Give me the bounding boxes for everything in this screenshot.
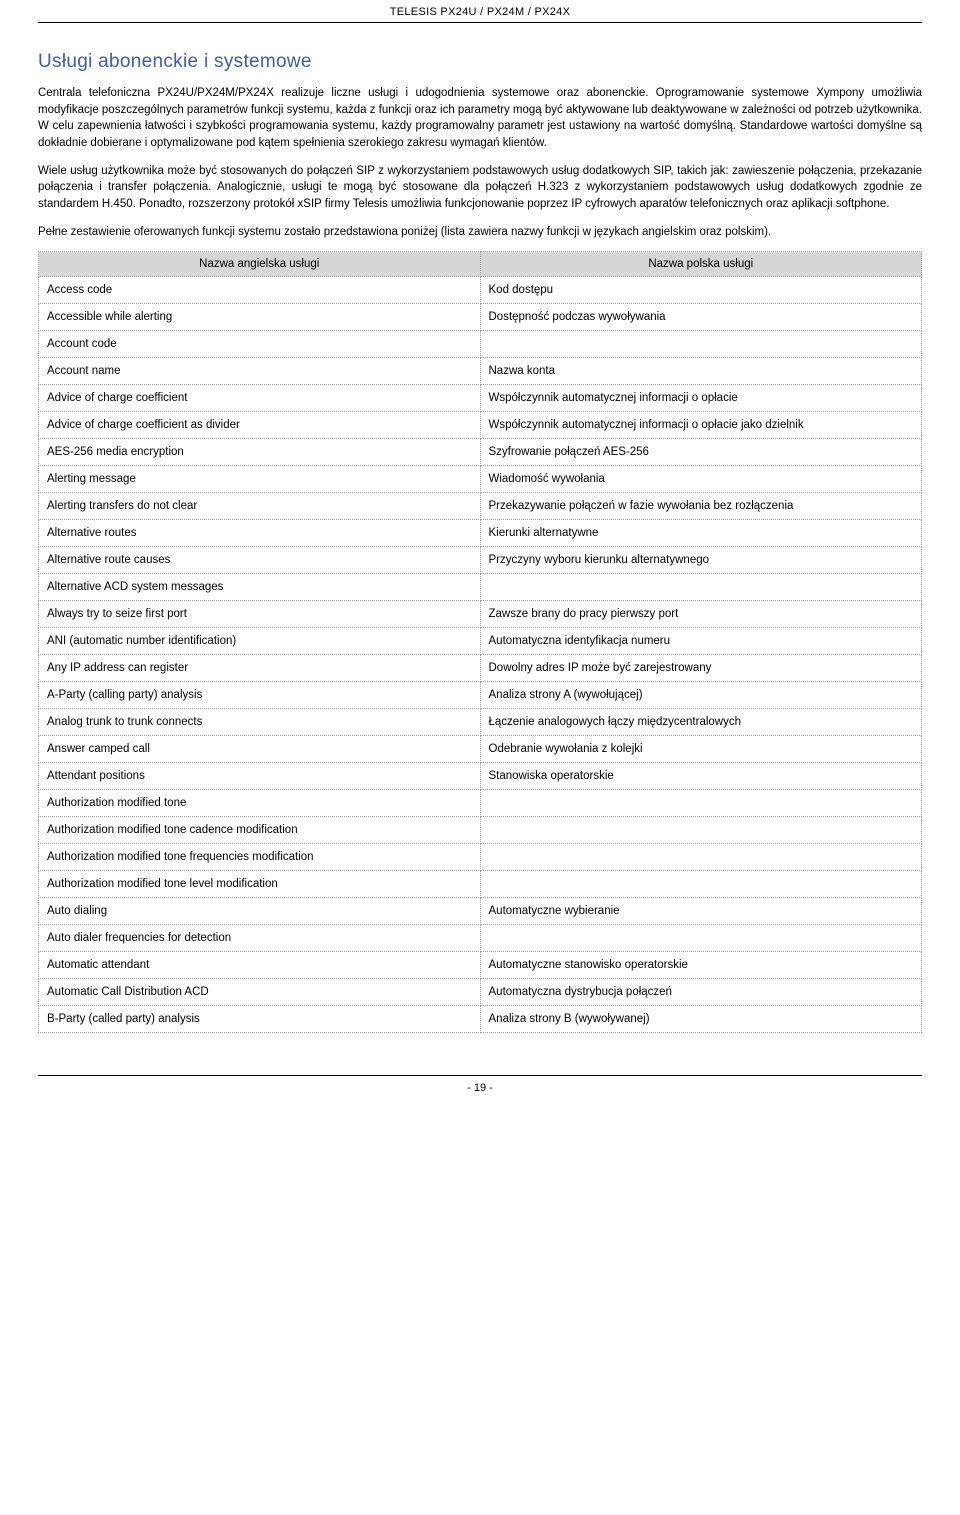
cell-en: Alerting message (39, 466, 481, 493)
table-row: Alternative ACD system messages (39, 574, 922, 601)
cell-en: Any IP address can register (39, 655, 481, 682)
cell-pl: Automatyczna identyfikacja numeru (480, 628, 922, 655)
cell-pl: Stanowiska operatorskie (480, 763, 922, 790)
cell-pl: Analiza strony A (wywołującej) (480, 682, 922, 709)
table-row: Answer camped callOdebranie wywołania z … (39, 736, 922, 763)
cell-en: ANI (automatic number identification) (39, 628, 481, 655)
cell-en: Authorization modified tone (39, 790, 481, 817)
cell-en: Alternative route causes (39, 547, 481, 574)
table-row: Accessible while alertingDostępność podc… (39, 304, 922, 331)
cell-en: Alternative ACD system messages (39, 574, 481, 601)
cell-pl: Automatyczne stanowisko operatorskie (480, 952, 922, 979)
cell-en: A-Party (calling party) analysis (39, 682, 481, 709)
table-row: Automatic attendantAutomatyczne stanowis… (39, 952, 922, 979)
cell-en: Alternative routes (39, 520, 481, 547)
cell-pl (480, 790, 922, 817)
cell-en: AES-256 media encryption (39, 439, 481, 466)
cell-pl: Współczynnik automatycznej informacji o … (480, 385, 922, 412)
cell-pl: Automatyczna dystrybucja połączeń (480, 979, 922, 1006)
table-row: B-Party (called party) analysisAnaliza s… (39, 1006, 922, 1033)
cell-pl: Łączenie analogowych łączy międzycentral… (480, 709, 922, 736)
table-row: Automatic Call Distribution ACDAutomatyc… (39, 979, 922, 1006)
cell-en: Always try to seize first port (39, 601, 481, 628)
cell-en: Automatic attendant (39, 952, 481, 979)
table-row: ANI (automatic number identification)Aut… (39, 628, 922, 655)
cell-pl (480, 331, 922, 358)
table-header-row: Nazwa angielska usługi Nazwa polska usłu… (39, 252, 922, 277)
cell-pl (480, 925, 922, 952)
table-row: Access codeKod dostępu (39, 277, 922, 304)
table-row: Alternative route causesPrzyczyny wyboru… (39, 547, 922, 574)
table-row: Always try to seize first portZawsze bra… (39, 601, 922, 628)
cell-en: Automatic Call Distribution ACD (39, 979, 481, 1006)
services-table: Nazwa angielska usługi Nazwa polska usłu… (38, 251, 922, 1033)
cell-en: Authorization modified tone level modifi… (39, 871, 481, 898)
cell-pl: Nazwa konta (480, 358, 922, 385)
paragraph-3: Pełne zestawienie oferowanych funkcji sy… (38, 224, 922, 241)
cell-pl: Przyczyny wyboru kierunku alternatywnego (480, 547, 922, 574)
document-header: TELESIS PX24U / PX24M / PX24X (38, 0, 922, 22)
table-row: A-Party (calling party) analysisAnaliza … (39, 682, 922, 709)
cell-pl: Szyfrowanie połączeń AES-256 (480, 439, 922, 466)
cell-pl (480, 574, 922, 601)
cell-en: Account code (39, 331, 481, 358)
cell-en: Account name (39, 358, 481, 385)
cell-en: Advice of charge coefficient as divider (39, 412, 481, 439)
cell-pl: Kod dostępu (480, 277, 922, 304)
paragraph-1: Centrala telefoniczna PX24U/PX24M/PX24X … (38, 85, 922, 152)
table-row: Authorization modified tone (39, 790, 922, 817)
cell-en: Authorization modified tone cadence modi… (39, 817, 481, 844)
cell-en: Advice of charge coefficient (39, 385, 481, 412)
cell-pl: Współczynnik automatycznej informacji o … (480, 412, 922, 439)
table-row: Authorization modified tone frequencies … (39, 844, 922, 871)
cell-en: Answer camped call (39, 736, 481, 763)
cell-en: Attendant positions (39, 763, 481, 790)
cell-pl (480, 817, 922, 844)
paragraph-2: Wiele usług użytkownika może być stosowa… (38, 163, 922, 213)
table-row: Analog trunk to trunk connectsŁączenie a… (39, 709, 922, 736)
cell-pl: Wiadomość wywołania (480, 466, 922, 493)
cell-en: Auto dialing (39, 898, 481, 925)
cell-en: Accessible while alerting (39, 304, 481, 331)
table-row: Account code (39, 331, 922, 358)
table-row: Authorization modified tone cadence modi… (39, 817, 922, 844)
col-header-pl: Nazwa polska usługi (480, 252, 922, 277)
table-row: Advice of charge coefficient as dividerW… (39, 412, 922, 439)
page-footer: - 19 - (38, 1075, 922, 1094)
table-row: Alternative routesKierunki alternatywne (39, 520, 922, 547)
cell-pl: Przekazywanie połączeń w fazie wywołania… (480, 493, 922, 520)
cell-pl (480, 844, 922, 871)
table-row: Any IP address can registerDowolny adres… (39, 655, 922, 682)
table-row: AES-256 media encryptionSzyfrowanie połą… (39, 439, 922, 466)
cell-en: Analog trunk to trunk connects (39, 709, 481, 736)
cell-pl (480, 871, 922, 898)
cell-en: Access code (39, 277, 481, 304)
section-title: Usługi abonenckie i systemowe (38, 51, 922, 73)
cell-pl: Automatyczne wybieranie (480, 898, 922, 925)
cell-pl: Dowolny adres IP może być zarejestrowany (480, 655, 922, 682)
table-row: Authorization modified tone level modifi… (39, 871, 922, 898)
cell-en: Alerting transfers do not clear (39, 493, 481, 520)
cell-pl: Zawsze brany do pracy pierwszy port (480, 601, 922, 628)
header-rule (38, 22, 922, 23)
cell-en: Auto dialer frequencies for detection (39, 925, 481, 952)
table-row: Alerting transfers do not clearPrzekazyw… (39, 493, 922, 520)
footer-rule (38, 1075, 922, 1076)
table-row: Auto dialingAutomatyczne wybieranie (39, 898, 922, 925)
cell-pl: Odebranie wywołania z kolejki (480, 736, 922, 763)
cell-pl: Analiza strony B (wywoływanej) (480, 1006, 922, 1033)
table-row: Auto dialer frequencies for detection (39, 925, 922, 952)
cell-pl: Kierunki alternatywne (480, 520, 922, 547)
table-row: Alerting messageWiadomość wywołania (39, 466, 922, 493)
cell-en: B-Party (called party) analysis (39, 1006, 481, 1033)
cell-pl: Dostępność podczas wywoływania (480, 304, 922, 331)
table-row: Advice of charge coefficientWspółczynnik… (39, 385, 922, 412)
cell-en: Authorization modified tone frequencies … (39, 844, 481, 871)
table-row: Attendant positionsStanowiska operatorsk… (39, 763, 922, 790)
page-number: - 19 - (467, 1082, 493, 1094)
col-header-en: Nazwa angielska usługi (39, 252, 481, 277)
table-row: Account nameNazwa konta (39, 358, 922, 385)
